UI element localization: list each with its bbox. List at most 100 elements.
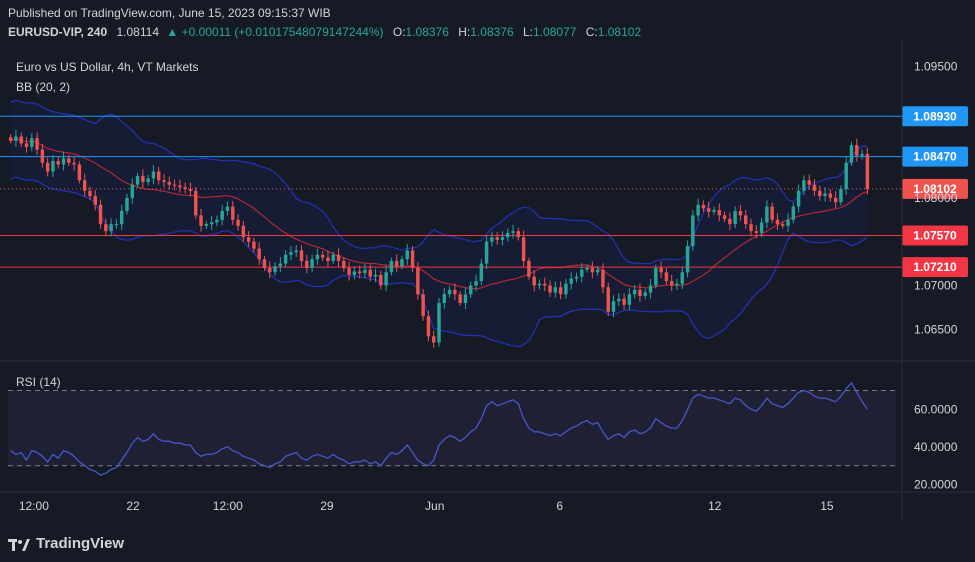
candle-body [680,272,684,284]
candle-body [537,283,542,286]
tradingview-brand: TradingView [36,535,125,552]
candle-body [135,175,140,185]
candle-body [627,294,632,305]
candle-body [19,136,23,144]
candle-body [82,180,87,191]
candle-body [342,260,346,268]
candle-body [231,206,235,220]
candle-body [590,267,595,273]
candle-body [283,254,288,264]
candle-body [659,267,663,273]
rsi-axis-tick: 40.0000 [914,440,958,454]
candle-body [833,197,838,203]
candle-body [712,210,716,212]
time-axis-tick: 12:00 [19,499,49,513]
candle-body [606,287,610,312]
candle-body [363,269,367,274]
red-level-tag-label: 1.07210 [913,260,957,274]
candle-body [241,225,246,238]
candle-body [442,294,447,304]
close-value: 1.08102 [597,25,642,39]
candle-body [569,278,573,284]
candle-body [706,208,711,212]
candle-body [172,184,177,186]
candle-body [744,215,748,225]
candle-body [331,254,335,261]
candle-body [796,190,801,207]
candle-body [347,267,351,275]
candle-body [469,285,473,295]
candle-body [828,193,833,198]
candle-body [664,272,669,282]
last-price: 1.08114 [116,25,160,39]
price-axis: 1.09500 1.06500 1.07000 1.08000 [0,40,975,520]
candle-body [548,285,552,293]
candle-body [484,241,489,264]
rsi-line [10,381,868,476]
candle-body [855,145,859,156]
candle-body [379,274,383,286]
candle-body [204,224,209,226]
candle-body [479,263,484,282]
candle-body [421,294,425,317]
candle-body [40,149,45,163]
candle-body [770,206,774,220]
candle-body [67,158,71,163]
candle-body [98,204,103,225]
bb-indicator-label[interactable]: BB (20, 2) [16,80,71,94]
candle-body [728,218,732,225]
candle-body [162,180,166,183]
candle-body [802,180,806,191]
candle-body [61,158,66,165]
candle-body [759,222,764,233]
candle-body [72,162,76,165]
candle-body [156,171,161,181]
candle-body [865,153,870,190]
rsi-indicator-label[interactable]: RSI (14) [16,375,61,389]
price-levels: 1.08930 1.08470 1.08102 1.07570 1.07210 [0,106,968,278]
candle-body [305,260,309,268]
candle-body [93,196,97,205]
candle-body [394,260,399,267]
red-level-tag [902,257,968,278]
candle-body [77,164,82,181]
price-axis-tick: 1.07000 [914,278,958,292]
symbol-name[interactable]: EURUSD-VIP, 240 [8,25,108,39]
candle-body [453,289,457,295]
candle-body [426,316,431,337]
candle-body [357,271,362,274]
candle-body [543,283,547,286]
candle-body [262,259,267,268]
current-price-tag [902,178,968,199]
candle-body [786,219,790,226]
candle-body [294,250,298,253]
candle-body [458,294,462,304]
time-axis-tick: 6 [556,499,563,513]
low-label: L: [523,25,534,39]
current-price-tag-label: 1.08102 [913,182,957,196]
low-value: 1.08077 [533,25,577,39]
time-axis-tick: 29 [320,499,334,513]
open-value: 1.08376 [405,25,449,39]
rsi-pane: 60.0000 40.0000 20.0000 [8,381,958,491]
candle-body [812,184,817,191]
candle-body [188,189,193,191]
candle-body [823,193,827,197]
candle-body [389,260,394,273]
candle-body [521,237,526,261]
candle-body [14,136,18,141]
candle-body [447,289,452,295]
candle-body [352,271,357,275]
candle-body [632,289,637,295]
candle-body [431,336,436,343]
candle-body [749,224,753,232]
candle-body [236,219,240,226]
candle-body [56,160,60,165]
candle-body [183,187,187,190]
candle-body [119,210,124,225]
candle-body [252,241,256,249]
candle-body [511,231,515,233]
candle-body [617,298,621,302]
candle-body [373,274,378,277]
